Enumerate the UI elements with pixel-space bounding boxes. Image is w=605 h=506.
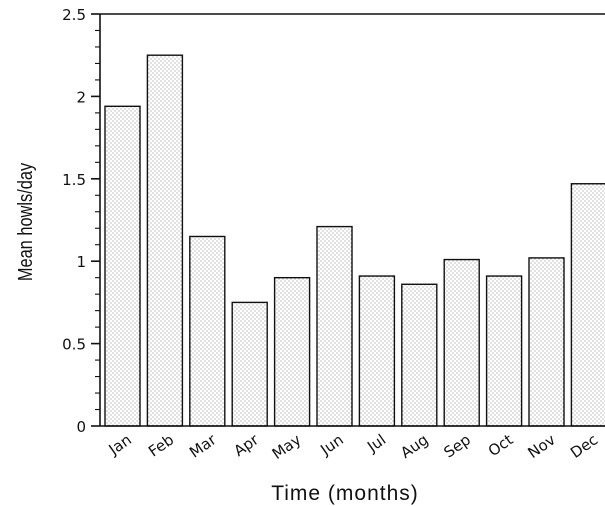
bar-mar [189, 235, 226, 427]
bar-feb [146, 54, 184, 427]
bar-dec [570, 183, 605, 427]
bar-may [273, 276, 311, 427]
y-tick-label: 1 [76, 253, 86, 271]
bar-sep [443, 258, 480, 427]
x-tick-label-jun: Jun [316, 431, 346, 460]
bar-jan [104, 105, 141, 427]
x-tick-label-jan: Jan [105, 431, 135, 460]
x-axis-title: Time (months) [271, 482, 419, 505]
x-tick-label-mar: Mar [186, 430, 220, 461]
bars [104, 54, 605, 427]
bar-jun [316, 225, 353, 427]
y-tick-label: 1.5 [62, 171, 86, 189]
bar-jul [358, 275, 396, 427]
axes [99, 13, 605, 427]
x-tick-label-apr: Apr [230, 430, 262, 460]
x-tick-label-feb: Feb [145, 431, 177, 461]
bar-oct [485, 275, 523, 427]
x-tick-label-oct: Oct [485, 430, 517, 460]
y-tick-label: 2.5 [62, 6, 86, 24]
y-ticks: 0 0.5 1 1.5 2 2.5 [62, 6, 100, 436]
y-tick-label: 0 [76, 418, 86, 436]
x-tick-label-jul: Jul [363, 431, 389, 457]
x-tick-label-may: May [269, 430, 305, 463]
y-tick-label: 0.5 [62, 336, 86, 354]
x-tick-labels: Jan Feb Mar Apr May Jun Jul Aug Sep Oct Nov Dec [105, 430, 601, 463]
y-axis-title: Mean howls/day [13, 162, 36, 281]
x-tick-label-dec: Dec [567, 431, 601, 462]
x-tick-label-aug: Aug [397, 431, 431, 463]
bar-nov [528, 257, 565, 427]
x-tick-label-nov: Nov [524, 430, 558, 462]
x-tick-label-sep: Sep [441, 431, 474, 462]
bar-aug [401, 283, 438, 427]
y-tick-label: 2 [76, 88, 86, 106]
bar-apr [231, 301, 268, 427]
